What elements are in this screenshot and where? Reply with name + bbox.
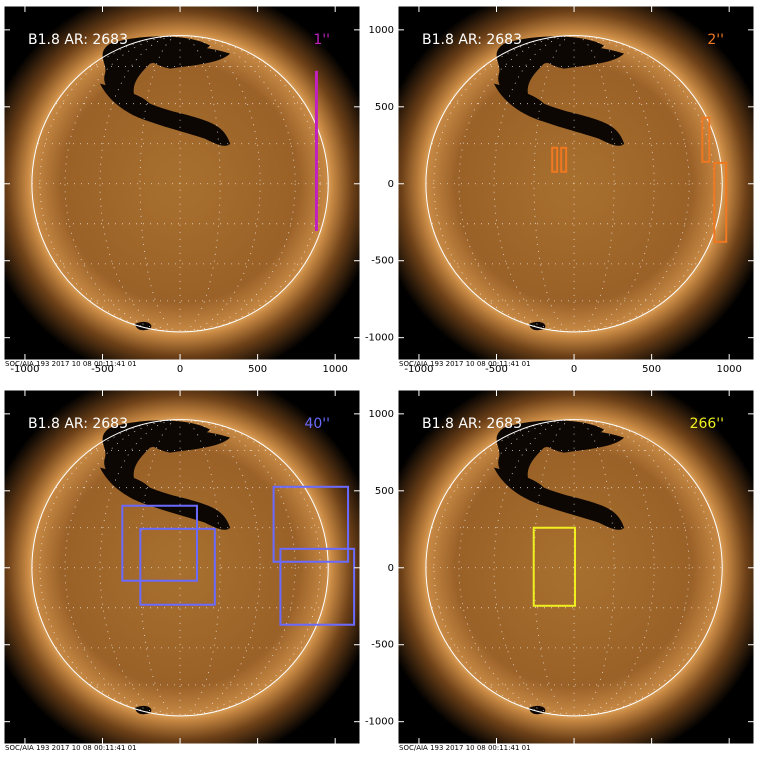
panel: -1000 -500 0 500 1000 B1.8 AR: 2683 1'' SOC/AIA…	[3, 5, 361, 375]
y-tick-label: 1000	[369, 25, 394, 36]
y-tick-label: 1000	[369, 409, 394, 420]
fov-box	[272, 485, 350, 563]
image-area	[398, 390, 754, 744]
footer: SOC/AIA 193 2017 10 08 00:11:41 01	[399, 360, 531, 368]
y-tick-label: -500	[371, 256, 394, 267]
x-tick-label: -1000	[10, 364, 39, 375]
footer: SOC/AIA 193 2017 10 08 00:11:41 01	[5, 360, 137, 368]
panel-title: B1.8 AR: 2683	[422, 416, 522, 432]
panel-title: B1.8 AR: 2683	[28, 32, 128, 48]
x-tick-label: 500	[642, 364, 661, 375]
image-area	[4, 390, 360, 744]
frame	[3, 389, 361, 745]
frame	[3, 5, 361, 361]
y-tick-label: -500	[371, 640, 394, 651]
x-tick-label: -500	[485, 364, 508, 375]
fov-box	[532, 526, 576, 607]
image-area	[398, 6, 754, 360]
fov-box	[139, 527, 216, 606]
y-tick-label: 500	[375, 102, 394, 113]
image-area	[4, 6, 360, 360]
y-tick-label: 0	[388, 563, 394, 574]
x-tick-label: 1000	[322, 364, 347, 375]
x-tick-label: 0	[571, 364, 577, 375]
fov-box	[314, 70, 318, 231]
fov-box	[701, 116, 711, 163]
panel-title: B1.8 AR: 2683	[422, 32, 522, 48]
fov-box	[551, 146, 559, 173]
panel-title: B1.8 AR: 2683	[28, 416, 128, 432]
fov-box	[279, 547, 356, 626]
panel: B1.8 AR: 2683 40'' SOC/AIA 193 2017 10 08 …	[3, 389, 361, 752]
x-tick-label: 1000	[716, 364, 741, 375]
footer: SOC/AIA 193 2017 10 08 00:11:41 01	[5, 744, 137, 752]
footer: SOC/AIA 193 2017 10 08 00:11:41 01	[399, 744, 531, 752]
fov-box	[713, 161, 728, 243]
panel: -1000 -500 0 500 1000 -1000 -500 0 500 1000 B1.8 A…	[365, 5, 755, 375]
y-tick-label: 0	[388, 179, 394, 190]
y-tick-label: 500	[375, 486, 394, 497]
y-tick-label: -1000	[365, 333, 394, 344]
panel: -1000 -500 0 500 1000 B1.8 AR: 2683 266'' SOC/A…	[365, 389, 755, 752]
y-tick-label: -1000	[365, 717, 394, 728]
x-tick-label: 500	[248, 364, 267, 375]
channel-label: 2''	[707, 32, 724, 48]
channel-label: 40''	[304, 416, 330, 432]
x-tick-label: 0	[177, 364, 183, 375]
frame	[397, 389, 755, 745]
x-tick-label: -500	[91, 364, 114, 375]
fov-box	[121, 504, 198, 582]
x-tick-label: -1000	[404, 364, 433, 375]
frame	[397, 5, 755, 361]
fov-box	[560, 146, 568, 173]
channel-label: 1''	[313, 32, 330, 48]
channel-label: 266''	[690, 416, 724, 432]
